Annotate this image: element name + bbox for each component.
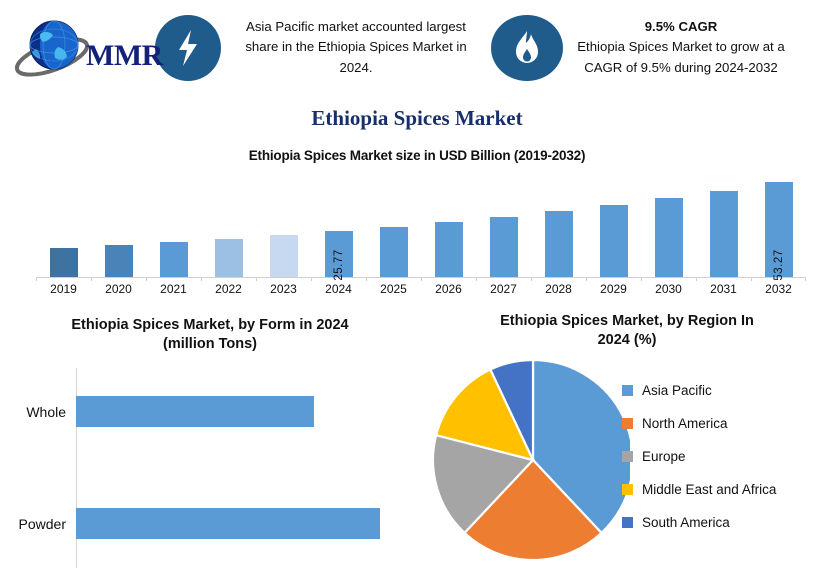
bar-rect (379, 226, 408, 277)
pie-slice (431, 433, 536, 535)
bar-slot (641, 174, 696, 281)
legend-swatch (622, 517, 633, 528)
x-axis-tick-label: 2020 (105, 282, 132, 296)
header-banner: MMR Asia Pacific market accounted larges… (0, 0, 834, 95)
bar-rect (599, 205, 628, 277)
bar-slot (366, 174, 421, 281)
header-right-text: 9.5% CAGR Ethiopia Spices Market to grow… (563, 17, 799, 78)
x-axis-tick-label: 2021 (160, 282, 187, 296)
legend-row: Asia Pacific (622, 374, 834, 407)
logo-text: MMR (86, 38, 163, 72)
hbar-rect (76, 396, 314, 427)
x-axis-tick-label: 2032 (765, 282, 792, 296)
bar-slot (91, 174, 146, 281)
legend-row: South America (622, 506, 834, 539)
bar-rect (434, 222, 463, 277)
flame-badge (491, 14, 563, 81)
bar-chart-plot-area: 25.77 53.27 (36, 174, 806, 281)
lightning-badge (155, 14, 221, 81)
bar-rect (269, 235, 298, 277)
legend-swatch (622, 451, 633, 462)
legend-label: North America (642, 416, 728, 431)
hbar-row: Powder (0, 508, 420, 539)
bar-slot (36, 174, 91, 281)
bar-slot (146, 174, 201, 281)
page-title: Ethiopia Spices Market (311, 106, 523, 130)
x-axis-tick-label: 2030 (655, 282, 682, 296)
hbar-category-label: Powder (18, 515, 66, 532)
hbar-axis-line (76, 368, 77, 568)
legend-label: South America (642, 515, 730, 530)
header-left-text: Asia Pacific market accounted largest sh… (245, 18, 467, 75)
flame-icon (516, 30, 538, 63)
x-axis-tick-label: 2019 (50, 282, 77, 296)
bar-rect (544, 211, 573, 277)
x-axis-tick-label: 2025 (380, 282, 407, 296)
legend-row: Middle East and Africa (622, 473, 834, 506)
bar-slot (201, 174, 256, 281)
x-axis-tick-label: 2028 (545, 282, 572, 296)
market-by-region-chart: Ethiopia Spices Market, by Region In 202… (420, 312, 834, 572)
market-size-bar-chart: Ethiopia Spices Market size in USD Billi… (0, 148, 834, 308)
bar-rect (654, 198, 683, 277)
legend-label: Middle East and Africa (642, 482, 777, 497)
pie-legend: Asia Pacific North America Europe Middle Ea… (622, 374, 834, 539)
bar-rect (159, 241, 188, 277)
bar-rect (214, 238, 243, 277)
x-axis-tick-label: 2031 (710, 282, 737, 296)
legend-row: North America (622, 407, 834, 440)
bar-value-label: 53.27 (772, 249, 785, 281)
bar-slot (256, 174, 311, 281)
market-by-form-chart: Ethiopia Spices Market, by Form in 2024 … (0, 316, 420, 572)
lightning-bolt-icon (179, 29, 197, 66)
x-axis-tick-label: 2029 (600, 282, 627, 296)
globe-icon (14, 20, 90, 77)
bar-rect (49, 247, 78, 277)
bar-rect (709, 190, 738, 277)
bar-rect: 53.27 (764, 182, 793, 281)
pie-slice (462, 458, 604, 562)
pie-slice (488, 358, 535, 461)
bar-slot (476, 174, 531, 281)
hbar-rect (76, 508, 380, 539)
bar-slot: 25.77 (311, 174, 366, 281)
pie-title-line2: 2024 (%) (597, 331, 657, 348)
bar-rect: 25.77 (324, 231, 353, 281)
legend-swatch (622, 484, 633, 495)
bar-slot: 53.27 (751, 174, 806, 281)
hbar-title-line1: Ethiopia Spices Market, by Form in 2024 (71, 317, 349, 333)
hbar-category-label: Whole (26, 403, 66, 420)
bar-chart-x-axis: 2019 2020 2021 2022 2023 2024 2025 2026 2027 2028… (36, 282, 806, 296)
bar-slot (586, 174, 641, 281)
legend-label: Europe (642, 449, 686, 464)
legend-swatch (622, 385, 633, 396)
legend-label: Asia Pacific (642, 383, 712, 398)
pie-chart-title: Ethiopia Spices Market, by Region In 202… (420, 312, 834, 350)
bar-chart-title: Ethiopia Spices Market size in USD Billi… (248, 148, 586, 163)
x-axis-tick-label: 2023 (270, 282, 297, 296)
bar-slot (531, 174, 586, 281)
x-axis-tick-label: 2024 (325, 282, 352, 296)
bar-value-label: 25.77 (332, 249, 345, 281)
pie-slice (434, 368, 535, 462)
pie-graphic (431, 358, 630, 562)
bar-rect (104, 244, 133, 277)
hbar-title-line2: (million Tons) (163, 335, 257, 352)
bar-rect (489, 216, 518, 277)
mmr-logo: MMR (0, 3, 163, 93)
bar-slot (696, 174, 751, 281)
cagr-description: Ethiopia Spices Market to grow at a CAGR… (577, 39, 785, 75)
x-axis-tick-label: 2022 (215, 282, 242, 296)
x-axis-tick-label: 2026 (435, 282, 462, 296)
cagr-headline: 9.5% CAGR (644, 18, 718, 34)
bar-slot (421, 174, 476, 281)
legend-swatch (622, 418, 633, 429)
hbar-plot-area: Whole Powder (0, 368, 420, 568)
hbar-chart-title: Ethiopia Spices Market, by Form in 2024 … (0, 316, 420, 354)
hbar-row: Whole (0, 396, 420, 427)
pie-title-line1: Ethiopia Spices Market, by Region In (500, 313, 754, 329)
legend-row: Europe (622, 440, 834, 473)
x-axis-tick-label: 2027 (490, 282, 517, 296)
